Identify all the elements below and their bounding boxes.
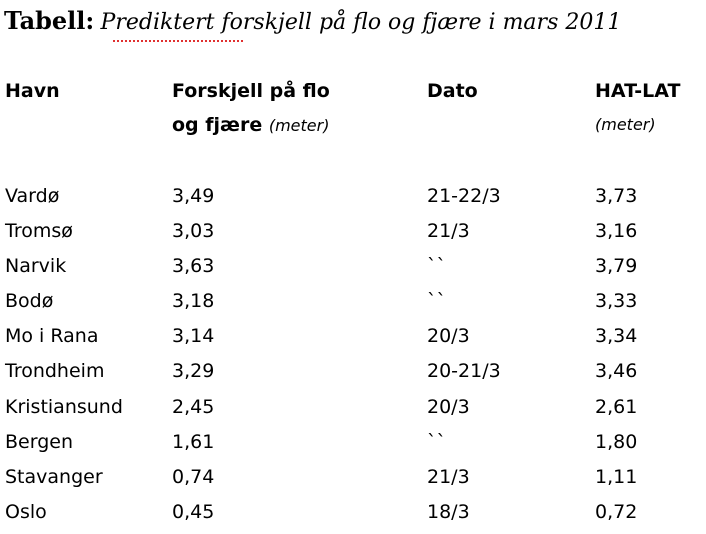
title-text: Prediktert forskjell på flo og fjære i m…: [100, 10, 622, 35]
table-row: Oslo 0,45 18/3 0,72: [0, 495, 706, 530]
cell-havn: Trondheim: [5, 360, 105, 383]
cell-forskjell: 0,45: [172, 500, 215, 523]
table-row: Bodø 3,18 `` 3,33: [0, 284, 706, 319]
cell-dato: 21/3: [427, 220, 470, 243]
cell-dato: 18/3: [427, 500, 470, 523]
table-row: Trondheim 3,29 20-21/3 3,46: [0, 354, 706, 389]
cell-forskjell: 2,45: [172, 395, 215, 418]
header-hatlat-label: HAT-LAT: [595, 80, 681, 102]
cell-forskjell: 3,49: [172, 185, 215, 207]
cell-dato: 20/3: [427, 325, 470, 348]
cell-hatlat: 3,34: [595, 325, 638, 348]
cell-forskjell: 1,61: [172, 430, 215, 453]
cell-havn: Kristiansund: [5, 395, 123, 418]
cell-hatlat: 1,11: [595, 465, 638, 488]
table-body: Vardø 3,49 21-22/3 3,73 Tromsø 3,03 21/3…: [0, 179, 706, 530]
cell-dato: 21/3: [427, 465, 470, 488]
cell-hatlat: 3,79: [595, 255, 638, 278]
table-row: Narvik 3,63 `` 3,79: [0, 249, 706, 284]
table-row: Mo i Rana 3,14 20/3 3,34: [0, 319, 706, 354]
cell-havn: Bodø: [5, 290, 54, 313]
table-row: Bergen 1,61 `` 1,80: [0, 425, 706, 460]
cell-havn: Vardø: [5, 185, 60, 207]
cell-forskjell: 3,14: [172, 325, 215, 348]
header-forskjell-line1: Forskjell på flo: [172, 80, 330, 102]
cell-forskjell: 3,29: [172, 360, 215, 383]
spellcheck-underline: [113, 40, 245, 42]
header-hatlat: HAT-LAT (meter): [595, 74, 680, 142]
table-row: Vardø 3,49 21-22/3 3,73: [0, 179, 706, 214]
header-havn: Havn: [5, 80, 60, 102]
table-row: Stavanger 0,74 21/3 1,11: [0, 460, 706, 495]
cell-havn: Tromsø: [5, 220, 73, 243]
header-hatlat-unit: (meter): [595, 115, 656, 134]
cell-havn: Bergen: [5, 430, 73, 453]
cell-havn: Narvik: [5, 255, 67, 278]
cell-forskjell: 3,63: [172, 255, 215, 278]
header-forskjell-line2-text: og fjære: [172, 114, 263, 136]
cell-hatlat: 3,46: [595, 360, 638, 383]
cell-dato: ``: [427, 430, 446, 453]
cell-hatlat: 3,73: [595, 185, 638, 207]
cell-forskjell: 0,74: [172, 465, 215, 488]
header-forskjell: Forskjell på flo og fjære (meter): [172, 74, 330, 143]
header-forskjell-unit: (meter): [268, 116, 330, 135]
cell-dato: 21-22/3: [427, 185, 501, 207]
cell-havn: Stavanger: [5, 465, 103, 488]
header-dato: Dato: [427, 80, 478, 102]
title-label: Tabell:: [4, 6, 95, 35]
table-row: Tromsø 3,03 21/3 3,16: [0, 214, 706, 249]
cell-hatlat: 3,33: [595, 290, 638, 313]
table-row: Kristiansund 2,45 20/3 2,61: [0, 390, 706, 425]
table-title: Tabell: Prediktert forskjell på flo og f…: [4, 4, 621, 44]
cell-havn: Oslo: [5, 500, 47, 523]
cell-dato: ``: [427, 255, 446, 278]
cell-havn: Mo i Rana: [5, 325, 99, 348]
cell-forskjell: 3,18: [172, 290, 215, 313]
cell-hatlat: 1,80: [595, 430, 638, 453]
cell-hatlat: 0,72: [595, 500, 638, 523]
cell-hatlat: 2,61: [595, 395, 638, 418]
cell-hatlat: 3,16: [595, 220, 638, 243]
cell-dato: 20-21/3: [427, 360, 501, 383]
header-forskjell-line2: og fjære (meter): [172, 108, 330, 143]
cell-forskjell: 3,03: [172, 220, 215, 243]
cell-dato: 20/3: [427, 395, 470, 418]
cell-dato: ``: [427, 290, 446, 313]
